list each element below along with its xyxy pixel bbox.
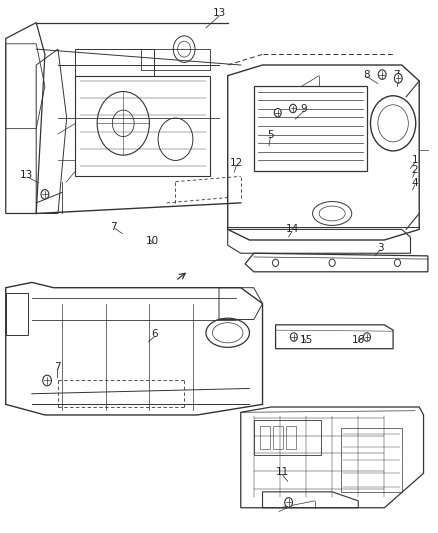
Text: 15: 15 — [300, 335, 313, 345]
Circle shape — [41, 190, 49, 199]
Text: 2: 2 — [412, 165, 418, 175]
Circle shape — [285, 498, 293, 507]
Bar — [273, 425, 283, 449]
Text: 7: 7 — [54, 362, 60, 372]
Circle shape — [378, 70, 386, 79]
Circle shape — [290, 333, 297, 341]
Text: 10: 10 — [146, 236, 159, 246]
Text: 4: 4 — [412, 177, 418, 188]
Text: 16: 16 — [352, 335, 365, 345]
Text: 14: 14 — [286, 224, 299, 235]
Bar — [141, 49, 210, 70]
Circle shape — [43, 375, 51, 386]
Text: 3: 3 — [377, 243, 383, 253]
Bar — [260, 425, 270, 449]
Bar — [254, 420, 321, 455]
Text: 6: 6 — [151, 329, 158, 340]
Bar — [286, 425, 296, 449]
Bar — [75, 49, 154, 76]
Text: 9: 9 — [300, 104, 307, 114]
Circle shape — [290, 104, 297, 113]
Text: 7: 7 — [110, 222, 117, 232]
Circle shape — [394, 74, 402, 83]
Text: 5: 5 — [267, 130, 274, 140]
Text: 7: 7 — [393, 70, 400, 79]
Text: 8: 8 — [364, 70, 370, 79]
Text: 11: 11 — [276, 467, 289, 477]
Bar — [341, 428, 402, 492]
Text: 12: 12 — [230, 158, 243, 168]
Circle shape — [364, 333, 371, 341]
Text: 13: 13 — [20, 171, 33, 180]
Text: 1: 1 — [412, 156, 418, 165]
Text: 13: 13 — [212, 8, 226, 18]
Circle shape — [274, 109, 281, 117]
